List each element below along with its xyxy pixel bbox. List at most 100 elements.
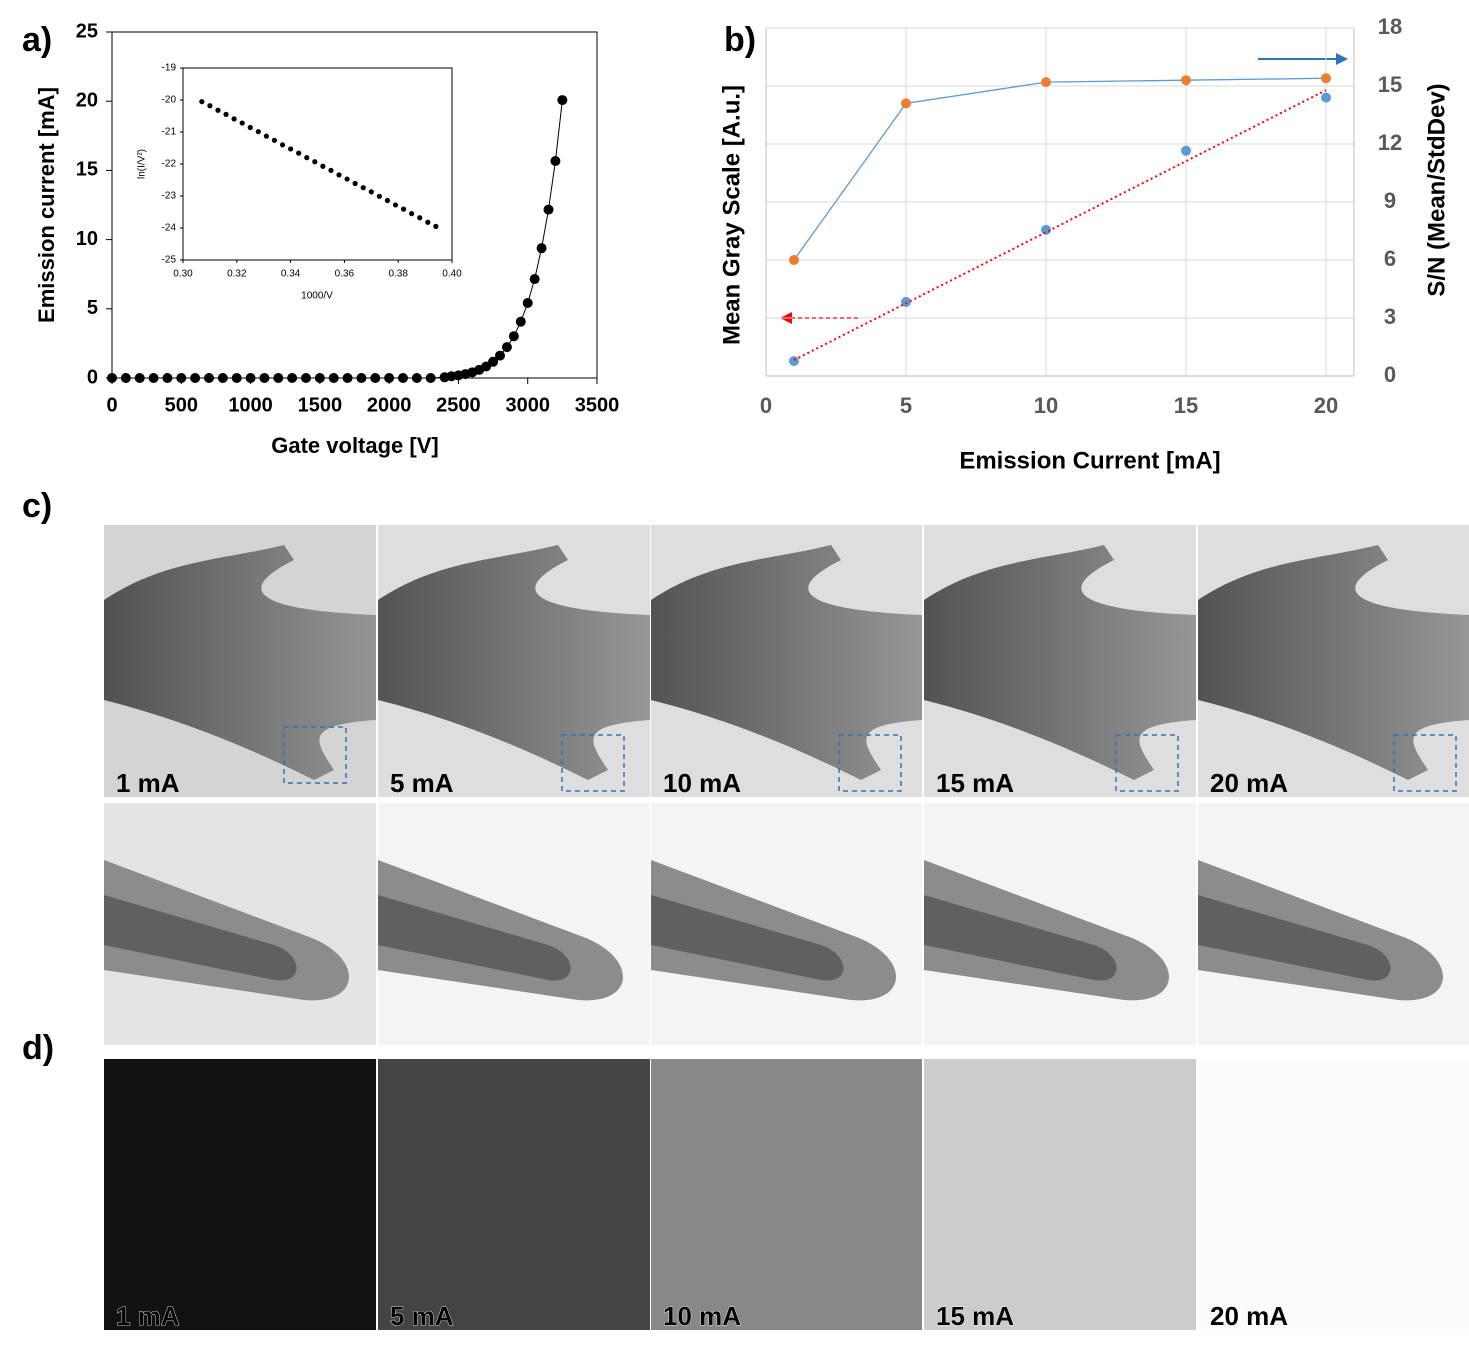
data-point [247, 124, 253, 131]
data-point [352, 180, 358, 187]
data-point [120, 373, 131, 383]
y-tick-label: -23 [162, 191, 177, 202]
image-label: 15 mA [936, 768, 1014, 798]
hand-shape [378, 545, 650, 780]
data-point [263, 133, 269, 139]
data-point [370, 373, 381, 383]
data-point [162, 373, 173, 383]
data-point [522, 297, 533, 308]
data-point [287, 373, 298, 383]
data-point [543, 204, 554, 215]
data-point [245, 373, 256, 383]
panel-label: b) [724, 21, 756, 59]
x-tick-label: 20 [1314, 393, 1338, 418]
flat-field [651, 1059, 922, 1330]
flat-field [924, 1059, 1196, 1330]
series-line [793, 89, 1327, 361]
y2-axis-label: S/N (Mean/StdDev) [1423, 83, 1450, 296]
x-tick-label: 15 [1174, 393, 1198, 418]
y-tick-label: 15 [76, 159, 98, 181]
hand-shape [1198, 545, 1469, 780]
y2-tick-label: 15 [1378, 72, 1402, 97]
y-tick-label: -22 [162, 159, 177, 170]
data-point [425, 219, 431, 225]
data-point [320, 163, 326, 169]
data-point [392, 202, 399, 208]
data-point [107, 373, 117, 383]
image-label: 10 mA [663, 768, 741, 798]
y2-tick-label: 6 [1384, 246, 1396, 271]
data-point [1041, 224, 1051, 235]
y-tick-label: -20 [162, 95, 177, 106]
data-point [217, 373, 228, 383]
y-axis-label: Emission current [mA] [34, 87, 59, 323]
x-tick-label: 0 [760, 393, 772, 418]
data-point [342, 373, 353, 383]
x-tick-label: 0 [106, 394, 117, 416]
data-point [1321, 73, 1331, 84]
data-point [360, 185, 366, 191]
data-point [1321, 92, 1331, 103]
data-point [529, 274, 540, 285]
image-label: 5 mA [390, 1301, 454, 1331]
y-axis-label: Mean Gray Scale [A.u.] [718, 85, 745, 345]
data-point [271, 137, 278, 143]
data-point [259, 373, 270, 383]
data-point [789, 356, 799, 367]
flat-field [104, 1059, 376, 1330]
x-tick-label: 10 [1034, 393, 1058, 418]
x-tick-label: 500 [165, 394, 198, 416]
data-point [550, 155, 561, 166]
panel-label: d) [22, 1029, 54, 1067]
hand-shape [104, 545, 376, 780]
image-label: 5 mA [390, 768, 454, 798]
data-point [328, 167, 334, 173]
x-axis-label: Gate voltage [V] [271, 433, 438, 458]
plot-frame [111, 31, 598, 379]
data-point [288, 146, 294, 152]
flat-field [378, 1059, 650, 1330]
data-point [344, 176, 350, 182]
data-point [398, 373, 408, 383]
data-point [304, 155, 310, 161]
data-point [207, 103, 213, 109]
y-tick-label: 5 [87, 297, 98, 319]
data-point [312, 159, 318, 165]
data-point [296, 150, 302, 156]
image-label: 15 mA [936, 1301, 1014, 1331]
x-tick-label: 0.40 [442, 269, 462, 280]
data-point [1041, 77, 1051, 88]
x-tick-label: 3500 [575, 394, 620, 416]
image-label: 1 mA [116, 768, 180, 798]
zoom-box [283, 726, 347, 784]
x-tick-label: 0.30 [173, 269, 193, 280]
x-axis-label: 1000/V [301, 291, 333, 302]
data-point [901, 98, 911, 109]
data-point [1181, 75, 1191, 86]
data-point [409, 211, 415, 217]
y-tick-label: 20 [76, 89, 98, 111]
data-point [273, 373, 284, 383]
data-point [223, 111, 229, 117]
x-tick-label: 1500 [298, 394, 343, 416]
image-label: 20 mA [1210, 768, 1288, 798]
data-point [1181, 145, 1191, 156]
zoom-box [1393, 734, 1457, 792]
data-point [356, 373, 367, 383]
data-point [508, 331, 519, 342]
data-point [376, 193, 382, 199]
x-tick-label: 0.36 [335, 269, 355, 280]
data-point [901, 296, 911, 307]
x-tick-label: 0.38 [388, 269, 408, 280]
data-point [417, 215, 423, 221]
data-point [336, 172, 342, 178]
data-point [328, 373, 339, 383]
zoom-box [561, 734, 625, 792]
panel-label: c) [22, 487, 52, 525]
data-point [215, 107, 221, 113]
data-point [411, 373, 422, 383]
y2-tick-label: 12 [1378, 130, 1402, 155]
data-point [488, 356, 499, 367]
